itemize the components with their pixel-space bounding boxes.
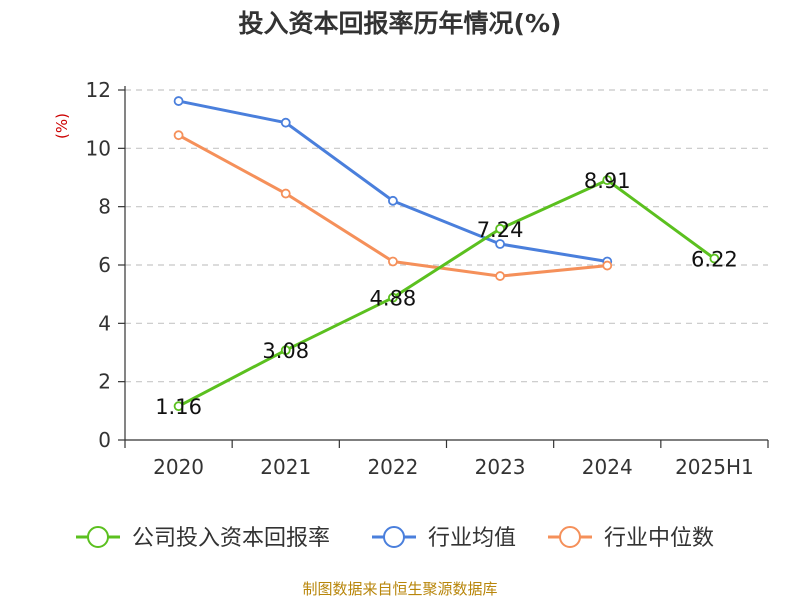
y-tick-label: 12 bbox=[86, 78, 111, 102]
data-label: 8.91 bbox=[584, 169, 631, 193]
data-point bbox=[280, 117, 291, 128]
x-tick-label: 2024 bbox=[582, 455, 633, 479]
x-tick-label: 2022 bbox=[367, 455, 418, 479]
data-label: 4.88 bbox=[370, 287, 417, 311]
data-point bbox=[280, 188, 291, 199]
y-tick-label: 8 bbox=[98, 195, 111, 219]
data-point bbox=[602, 260, 613, 271]
data-label: 7.24 bbox=[477, 218, 524, 242]
series-line-0 bbox=[177, 178, 716, 408]
data-point bbox=[495, 271, 505, 281]
data-point bbox=[388, 292, 398, 303]
legend-label: 行业中位数 bbox=[604, 526, 714, 551]
source-note: 制图数据来自恒生聚源数据库 bbox=[302, 580, 498, 598]
series-line-1 bbox=[178, 99, 608, 263]
y-tick-label: 10 bbox=[86, 136, 111, 160]
data-point bbox=[709, 253, 720, 264]
legend-marker bbox=[559, 526, 581, 548]
data-point bbox=[173, 130, 184, 141]
axes: 0 2 4 6 8 10 12 (%) 2020 2021 2022 2023 2024 2025H1 bbox=[53, 78, 769, 479]
data-label: 3.08 bbox=[262, 339, 309, 363]
data-point bbox=[495, 223, 505, 234]
legend-label: 公司投入资本回报率 bbox=[132, 526, 330, 551]
legend-label: 行业均值 bbox=[428, 526, 516, 551]
legend-marker bbox=[383, 526, 405, 548]
data-point bbox=[388, 195, 398, 206]
x-tick-label: 2021 bbox=[260, 455, 311, 479]
data-point bbox=[173, 96, 184, 106]
chart-title: 投入资本回报率历年情况(%) bbox=[238, 9, 562, 38]
grid-lines bbox=[125, 89, 768, 383]
data-point bbox=[280, 345, 291, 356]
data-labels: 1.16 3.08 4.88 7.24 8.91 6.22 bbox=[155, 169, 738, 419]
y-tick-label: 2 bbox=[98, 370, 111, 394]
y-axis-label: (%) bbox=[53, 113, 71, 139]
legend-marker bbox=[87, 526, 109, 548]
data-point bbox=[495, 239, 505, 249]
data-label: 6.22 bbox=[691, 248, 738, 272]
data-label: 1.16 bbox=[155, 395, 202, 419]
x-tick-label: 2025H1 bbox=[675, 455, 754, 479]
data-point bbox=[173, 401, 184, 412]
x-tick-label: 2023 bbox=[475, 455, 526, 479]
legend: 公司投入资本回报率 行业均值 行业中位数 bbox=[76, 526, 714, 551]
data-point bbox=[602, 175, 613, 186]
x-tick-label: 2020 bbox=[153, 455, 204, 479]
y-tick-label: 0 bbox=[98, 428, 111, 452]
y-tick-label: 4 bbox=[98, 311, 111, 335]
y-tick-label: 6 bbox=[98, 253, 111, 277]
data-point bbox=[388, 256, 398, 267]
series-lines bbox=[173, 96, 720, 412]
